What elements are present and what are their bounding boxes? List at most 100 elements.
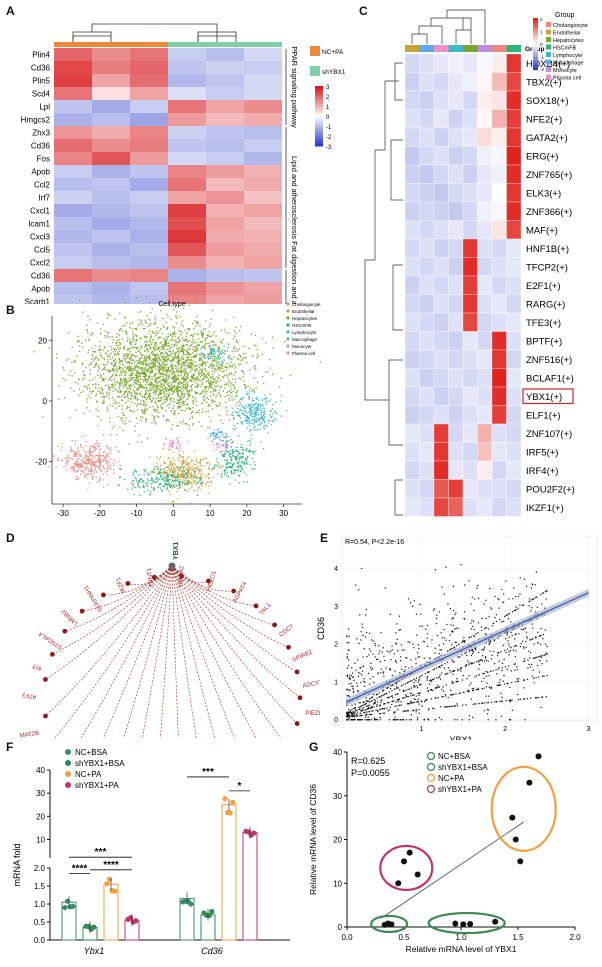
cell-point xyxy=(236,357,238,359)
cell-point xyxy=(275,401,277,403)
heatmap-cell xyxy=(491,423,507,443)
cell-point xyxy=(201,352,204,354)
cell-point xyxy=(90,474,93,476)
cell-point xyxy=(207,426,209,428)
cell-point xyxy=(207,342,210,345)
cell-point xyxy=(128,370,130,372)
cell-point xyxy=(145,403,147,405)
cell-point xyxy=(81,462,83,465)
cell-point xyxy=(79,463,82,465)
cell-point xyxy=(255,407,257,409)
target-label: MAT2B xyxy=(19,731,39,738)
cell-point xyxy=(176,361,178,364)
cell-point xyxy=(228,399,231,401)
cell-point xyxy=(151,359,154,361)
cell-point xyxy=(110,346,112,348)
heatmap-cell xyxy=(433,405,449,425)
cell-point xyxy=(173,480,176,482)
cell-point xyxy=(151,371,153,373)
heatmap-cell xyxy=(404,109,420,129)
cell-point xyxy=(70,466,73,468)
cell-point xyxy=(70,387,72,389)
cell-point xyxy=(142,327,145,330)
cell-point xyxy=(169,486,172,488)
cell-point xyxy=(209,427,211,429)
cell-point xyxy=(178,383,180,385)
cell-point xyxy=(183,361,186,363)
cell-point xyxy=(107,455,110,457)
heatmap-cell xyxy=(477,405,493,425)
cell-point xyxy=(110,458,112,461)
cell-point xyxy=(180,474,183,476)
cell-point xyxy=(146,472,149,475)
heatmap-cell xyxy=(462,72,478,92)
cell-point xyxy=(196,369,198,371)
cell-point xyxy=(195,460,198,462)
cell-point xyxy=(173,386,175,389)
cell-point xyxy=(99,478,101,480)
cell-point xyxy=(133,362,136,364)
heatmap-cell xyxy=(506,442,522,462)
cell-point xyxy=(141,409,143,412)
cell-point xyxy=(144,401,147,403)
cell-point xyxy=(165,321,167,324)
heatmap-cell xyxy=(168,87,206,100)
cell-point xyxy=(175,322,178,324)
target-node xyxy=(253,603,259,609)
cell-point xyxy=(239,378,242,380)
cell-point xyxy=(165,438,167,441)
cell-point xyxy=(149,372,152,375)
cell-point xyxy=(111,386,113,388)
cell-point xyxy=(241,412,243,415)
cell-point xyxy=(228,397,231,399)
heatmap-cell xyxy=(419,368,435,388)
cell-point xyxy=(100,332,102,335)
cell-point xyxy=(248,392,250,395)
scale-step xyxy=(533,41,538,45)
cell-point xyxy=(230,414,232,416)
scale-step xyxy=(315,86,323,89)
cell-point xyxy=(167,326,169,328)
cell-point xyxy=(91,455,93,457)
cell-point xyxy=(75,471,77,473)
cell-point xyxy=(93,358,95,360)
cell-point xyxy=(183,396,185,398)
cell-point xyxy=(179,487,181,489)
cell-point xyxy=(138,383,141,386)
cell-point xyxy=(173,460,175,462)
cell-point xyxy=(182,344,185,346)
cell-point xyxy=(200,341,202,343)
cell-point xyxy=(188,364,191,366)
cell-point xyxy=(144,482,147,484)
cell-point xyxy=(231,399,233,401)
cell-point xyxy=(166,352,168,354)
cell-point xyxy=(191,469,193,471)
cell-point xyxy=(135,328,138,331)
cell-point xyxy=(132,474,135,476)
cell-point xyxy=(96,401,99,403)
cell-point xyxy=(161,351,163,354)
heatmap-cell xyxy=(419,53,435,73)
cell-point xyxy=(88,482,91,484)
cell-point xyxy=(135,356,137,358)
cell-point xyxy=(188,366,191,368)
cell-point xyxy=(170,445,172,448)
data-point xyxy=(541,603,543,605)
cell-point xyxy=(130,377,132,379)
network-edge xyxy=(64,565,173,632)
cell-point xyxy=(201,392,203,394)
cell-point xyxy=(225,443,227,446)
cell-point xyxy=(100,328,102,330)
data-point xyxy=(358,589,360,591)
cell-point xyxy=(73,470,75,472)
cell-point xyxy=(168,382,170,384)
cell-point xyxy=(207,355,209,358)
scale-step xyxy=(533,54,538,58)
cell-point xyxy=(112,365,114,367)
cell-point xyxy=(205,374,207,376)
cell-point xyxy=(252,355,254,357)
cell-point xyxy=(239,356,242,358)
cell-point xyxy=(166,397,168,399)
cell-point xyxy=(271,415,273,418)
network-edge xyxy=(171,565,275,626)
